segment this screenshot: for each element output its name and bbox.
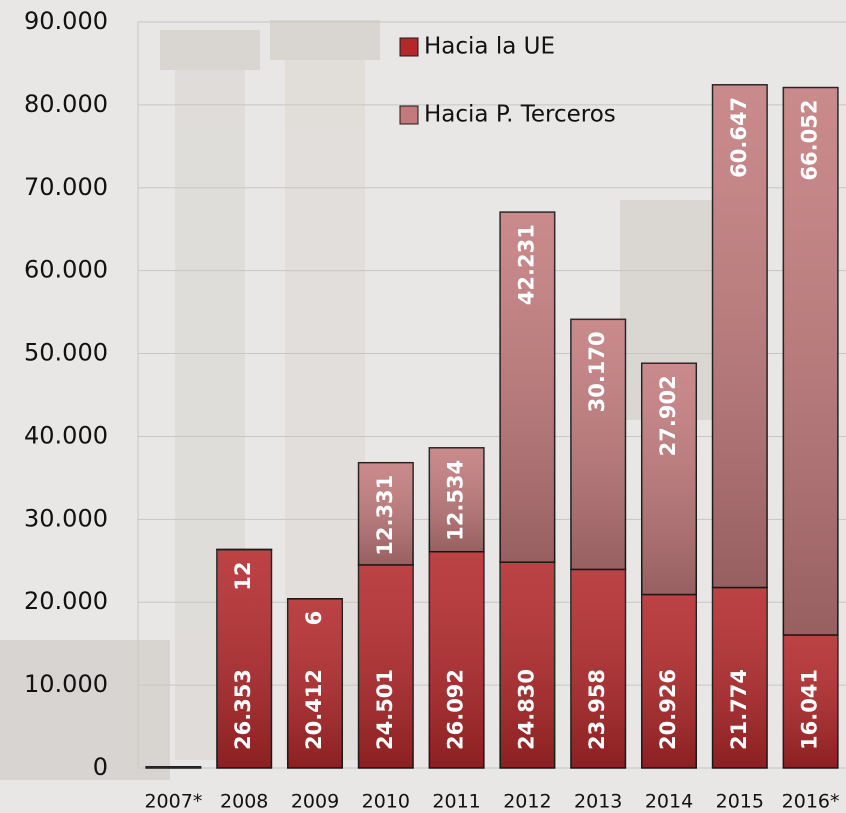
y-tick-label: 70.000 [24,173,108,201]
bar-shade [500,562,555,768]
value-label: 60.647 [727,97,751,178]
y-tick-label: 30.000 [24,504,108,532]
bar-shade [146,766,201,768]
x-tick-label: 2008 [220,791,268,813]
x-tick-label: 2012 [503,791,551,813]
value-label: 27.902 [656,375,680,456]
bar-shade [500,212,555,563]
x-tick-label: 2013 [574,791,622,813]
bar-shade [712,84,768,588]
x-tick-label: 2007* [144,791,202,813]
value-label: 26.353 [231,669,255,750]
y-tick-label: 10.000 [24,670,108,698]
x-tick-label: 2015 [716,791,764,813]
bar-shade [712,587,768,768]
bar-shade [358,462,414,565]
bar-shade [783,635,838,768]
bar-shade [358,564,414,768]
y-tick-label: 60.000 [24,256,108,284]
value-label: 20.926 [656,669,680,750]
bar-shade [641,594,697,768]
x-tick-label: 2014 [645,791,693,813]
value-label: 26.092 [444,669,468,750]
value-label: 24.501 [373,669,397,750]
value-label: 21.774 [727,669,751,750]
value-label: 24.830 [514,669,538,750]
legend-label: Hacia la UE [424,34,555,60]
legend-label: Hacia P. Terceros [424,102,616,128]
bar-shade [429,447,484,552]
x-tick-label: 2016* [782,791,840,813]
bar-shade [429,551,484,768]
legend-swatch [399,105,419,125]
value-label: 30.170 [585,331,609,412]
value-label: 42.231 [514,224,538,305]
x-tick-label: 2010 [362,791,410,813]
plot-area: 0 10.000 20.000 30.000 40.000 50.000 60.000 70.… [24,7,846,813]
value-label: 12.534 [444,460,468,541]
bar-shade [783,87,838,636]
legend-swatch [399,37,419,57]
value-label: 23.958 [585,669,609,750]
value-label: 20.412 [302,669,326,750]
bar-shade [287,598,343,768]
y-tick-label: 90.000 [24,7,108,35]
y-tick-label: 0 [93,753,108,781]
value-label: 66.052 [798,100,822,181]
x-tick-label: 2009 [291,791,339,813]
bar-shade [216,549,272,768]
value-label: 12.331 [373,475,397,556]
value-label: 12 [231,561,255,590]
bar-shade [570,319,626,570]
y-tick-label: 40.000 [24,421,108,449]
y-tick-label: 80.000 [24,90,108,118]
bar-shade [641,363,697,595]
x-tick-label: 2011 [432,791,480,813]
bar-shade [570,569,626,768]
background-photo [0,20,740,780]
y-tick-label: 50.000 [24,339,108,367]
value-label: 6 [302,611,326,626]
y-tick-label: 20.000 [24,587,108,615]
value-label: 16.041 [798,669,822,750]
